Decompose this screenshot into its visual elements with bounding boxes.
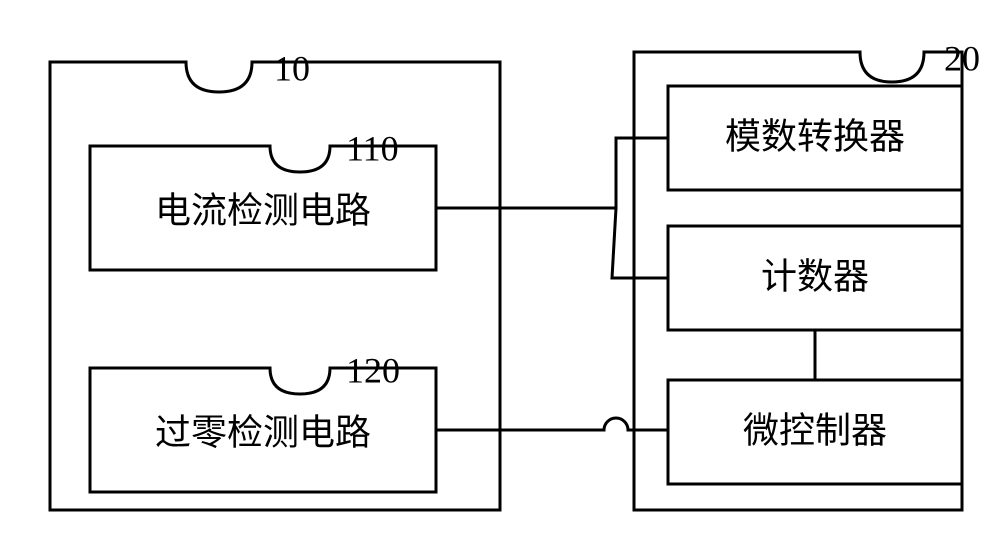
sub1-adc: 模数转换器 — [668, 86, 962, 190]
module-120: 120 过零检测电路 — [90, 350, 436, 492]
block-diagram: 10 110 电流检测电路 120 过零检测电路 20 模数转换器 计数器 微控… — [0, 0, 1000, 552]
sub3-text: 微控制器 — [743, 410, 887, 450]
module-110-text: 电流检测电路 — [155, 190, 371, 230]
module-20: 20 模数转换器 计数器 微控制器 — [634, 38, 980, 510]
sub3-mcu: 微控制器 — [668, 380, 962, 484]
module-120-label: 120 — [346, 350, 400, 390]
module-10: 10 110 电流检测电路 120 过零检测电路 — [50, 48, 500, 510]
sub2-text: 计数器 — [761, 256, 869, 296]
module-10-label: 10 — [274, 48, 310, 88]
sub1-text: 模数转换器 — [725, 116, 905, 156]
sub2-counter: 计数器 — [668, 226, 962, 330]
module-120-text: 过零检测电路 — [155, 412, 371, 452]
module-110: 110 电流检测电路 — [90, 128, 436, 270]
module-20-label: 20 — [944, 38, 980, 78]
module-110-label: 110 — [346, 128, 399, 168]
